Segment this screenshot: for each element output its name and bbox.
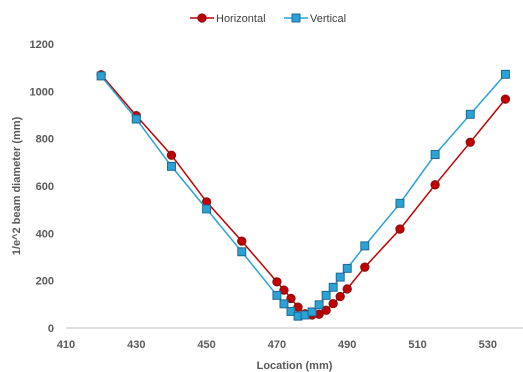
horizontal-point [237, 236, 247, 246]
y-tick-label: 0 [48, 323, 54, 335]
vertical-point [321, 290, 331, 300]
vertical-point [465, 109, 475, 119]
horizontal-point [430, 180, 440, 190]
horizontal-point [500, 94, 511, 104]
y-tick-label: 1000 [30, 86, 54, 98]
x-tick-label: 490 [338, 339, 356, 351]
vertical-point [328, 282, 338, 292]
legend-horizontal-marker [197, 13, 207, 23]
vertical-point [335, 272, 345, 282]
horizontal-point [272, 277, 282, 287]
horizontal-line [100, 74, 506, 316]
x-tick-label: 430 [127, 339, 145, 351]
horizontal-point [279, 285, 289, 295]
vertical-point [202, 204, 212, 214]
vertical-point [286, 306, 296, 316]
series-layer [96, 69, 511, 321]
y-tick-label: 400 [36, 228, 54, 240]
vertical-point [237, 247, 247, 257]
x-tick-label: 450 [197, 339, 215, 351]
horizontal-point [335, 291, 345, 302]
legend-vertical-marker [291, 13, 301, 23]
horizontal-point [166, 150, 177, 160]
vertical-point [314, 300, 324, 310]
legend-vertical-label: Vertical [310, 13, 346, 25]
vertical-point [307, 307, 317, 317]
vertical-point [96, 71, 106, 81]
horizontal-point [286, 293, 296, 304]
vertical-point [395, 198, 405, 208]
vertical-point [500, 69, 510, 79]
y-axis-title: 1/e^2 beam diameter (mm) [11, 116, 23, 255]
x-tick-label: 410 [57, 339, 75, 351]
x-tick-label: 470 [268, 339, 286, 351]
y-tick-label: 1200 [30, 39, 54, 51]
x-tick-label: 530 [479, 339, 497, 351]
axes: 410 430 450 470 490 510 530 0 200 400 600 800 1000 12… [30, 39, 523, 351]
vertical-point [131, 114, 141, 124]
vertical-point [279, 299, 289, 309]
vertical-point [360, 241, 370, 251]
legend: Horizontal Vertical [190, 13, 346, 25]
vertical-point [342, 263, 352, 273]
horizontal-point [395, 224, 405, 234]
x-tick-label: 510 [408, 339, 426, 351]
vertical-point [430, 150, 440, 159]
vertical-line [100, 73, 506, 317]
y-tick-label: 600 [36, 181, 54, 193]
horizontal-point [328, 298, 338, 309]
x-axis-title: Location (mm) [257, 360, 333, 372]
horizontal-point [465, 137, 475, 147]
y-tick-label: 800 [36, 134, 54, 146]
horizontal-point [342, 284, 352, 294]
vertical-point [167, 161, 176, 171]
horizontal-point [321, 305, 331, 315]
y-tick-label: 200 [36, 276, 54, 288]
legend-horizontal-label: Horizontal [216, 13, 266, 25]
vertical-point [272, 290, 282, 300]
horizontal-point [360, 262, 370, 272]
